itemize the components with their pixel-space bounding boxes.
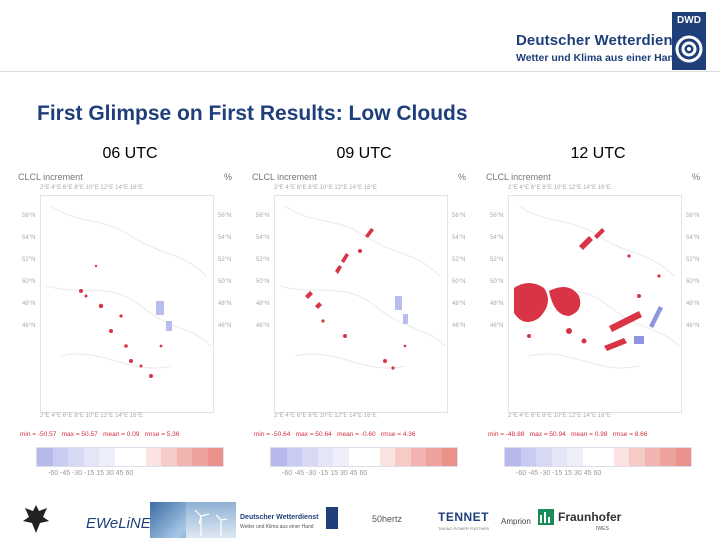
dwd-logo: DWD [672,12,706,70]
panel-time: 09 UTC [336,145,392,162]
colorbar-swatch [286,448,302,466]
colorbar [504,447,692,467]
colorbar-swatch [302,448,318,466]
colorbar-swatch [68,448,84,466]
eweline-logo: EWeLiNE [86,515,151,532]
partner-logo-bar: EWeLiNE Deutscher Wetterdienst Wetter un… [0,497,720,540]
colorbar-swatch [99,448,115,466]
iwes-label: IWES [596,526,609,532]
colorbar-swatch [145,448,161,466]
dwd-logo-text: DWD [677,15,701,26]
lon-ticks-top: 2°E 4°E 6°E 8°E 10°E 12°E 14°E 16°E [508,185,611,191]
lon-ticks-bottom: 2°E 4°E 6°E 8°E 10°E 12°E 14°E 16°E [40,413,143,419]
colorbar-swatch [364,448,380,466]
colorbar-swatch [379,448,395,466]
colorbar-swatch [114,448,130,466]
swirl-icon [675,35,703,63]
colorbar-swatch [271,448,287,466]
wind-photo [186,502,236,538]
panel-unit: % [457,172,466,182]
colorbar-ticks: -60 -45 -30 -15 15 30 45 60 [48,470,134,477]
colorbar-swatch [192,448,208,466]
colorbar-swatch [629,448,645,466]
colorbar-swatch [161,448,177,466]
lat-ticks-left: 56°N 54°N 52°N 50°N 48°N 46°N [256,213,270,329]
colorbar-swatch [582,448,598,466]
colorbar-swatch [536,448,552,466]
panel-unit: % [691,172,700,182]
tennet-logo: TENNET [438,510,489,524]
lat-ticks-right: 56°N 54°N 52°N 50°N 48°N 46°N [452,213,466,329]
lat-ticks-right: 56°N 54°N 52°N 50°N 48°N 46°N [686,213,700,329]
fraunhofer-logo: Fraunhofer [558,510,622,524]
increment-map [40,195,214,413]
lat-ticks-left: 56°N 54°N 52°N 50°N 48°N 46°N [490,213,504,329]
lat-ticks-right: 56°N 54°N 52°N 50°N 48°N 46°N [218,213,232,329]
colorbar-swatch [348,448,364,466]
dwd-small-name: Deutscher Wetterdienst [240,514,319,521]
dwd-small-slogan: Wetter und Klima aus einer Hand [240,524,314,530]
colorbar [270,447,458,467]
slide-title: First Glimpse on First Results: Low Clou… [37,102,468,125]
header-divider [0,71,720,72]
colorbar-swatch [660,448,676,466]
panel-time: 12 UTC [570,145,626,162]
colorbar-swatch [520,448,536,466]
panel-label: CLCL increment [486,172,551,182]
org-slogan: Wetter und Klima aus einer Hand [516,52,681,64]
colorbar-swatch [426,448,442,466]
lon-ticks-bottom: 2°E 4°E 6°E 8°E 10°E 12°E 14°E 16°E [274,413,377,419]
panel-stats: min = -50.64 max = 50.64 mean = -0.60 rm… [254,431,416,438]
increment-map [274,195,448,413]
colorbar-swatch [644,448,660,466]
org-name: Deutscher Wetterdienst [516,32,687,49]
colorbar-swatch [410,448,426,466]
colorbar-swatch [567,448,583,466]
colorbar-swatch [675,448,691,466]
colorbar-swatch [613,448,629,466]
panel-unit: % [223,172,232,182]
colorbar-ticks: -60 -45 -30 -15 15 30 45 60 [516,470,602,477]
colorbar-swatch [505,448,521,466]
panel-09utc: 09 UTC CLCL increment % 2°E 4°E 6°E 8°E … [252,145,474,490]
lat-ticks-left: 56°N 54°N 52°N 50°N 48°N 46°N [22,213,36,329]
increment-map [508,195,682,413]
tennet-slogan: TAKING POWER FURTHER [438,526,489,531]
colorbar-ticks: -60 -45 -30 -15 15 30 45 60 [282,470,368,477]
dwd-small-logo [326,507,338,529]
colorbar-swatch [317,448,333,466]
panel-label: CLCL increment [252,172,317,182]
colorbar-swatch [130,448,146,466]
colorbar-swatch [441,448,457,466]
dwd-header-brand: Deutscher Wetterdienst Wetter und Klima … [516,12,706,72]
50hertz-logo: 50hertz [372,514,403,524]
colorbar-swatch [176,448,192,466]
colorbar-swatch [52,448,68,466]
colorbar-swatch [207,448,223,466]
panel-12utc: 12 UTC CLCL increment % 2°E 4°E 6°E 8°E … [486,145,708,490]
colorbar-swatch [598,448,614,466]
colorbar-swatch [551,448,567,466]
lon-ticks-top: 2°E 4°E 6°E 8°E 10°E 12°E 14°E 16°E [274,185,377,191]
panel-time: 06 UTC [102,145,158,162]
eagle-icon [23,505,49,533]
panel-06utc: 06 UTC CLCL increment % 2°E 4°E 6°E 8°E … [18,145,240,490]
colorbar-swatch [83,448,99,466]
amprion-logo: Amprion [501,517,531,526]
colorbar-swatch [395,448,411,466]
fraunhofer-mark-icon [538,509,554,525]
lon-ticks-top: 2°E 4°E 6°E 8°E 10°E 12°E 14°E 16°E [40,185,143,191]
panel-label: CLCL increment [18,172,83,182]
lon-ticks-bottom: 2°E 4°E 6°E 8°E 10°E 12°E 14°E 16°E [508,413,611,419]
panel-stats: min = -50.57 max = 50.57 mean = 0.09 rms… [20,431,180,438]
panel-stats: min = -48.88 max = 50.94 mean = 0.98 rms… [488,431,648,438]
colorbar-swatch [37,448,53,466]
colorbar [36,447,224,467]
colorbar-swatch [333,448,349,466]
